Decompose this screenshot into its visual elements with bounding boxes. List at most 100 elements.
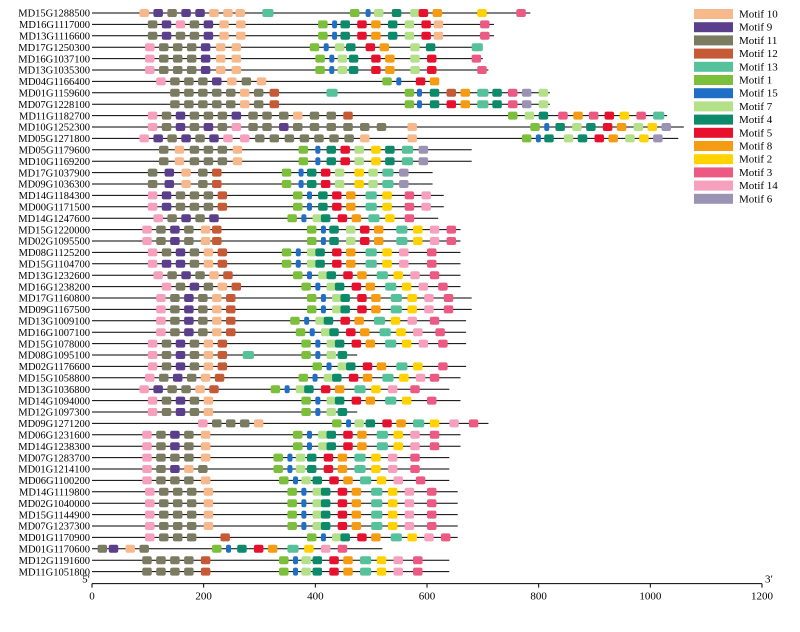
motif-box-13: [379, 328, 391, 337]
motif-box-6: [661, 123, 671, 131]
motif-box-5: [320, 180, 331, 188]
motif-box-14: [145, 499, 155, 508]
motif-box-11: [203, 191, 214, 200]
motif-box-14: [413, 328, 423, 337]
motif-box-8: [376, 362, 387, 371]
motif-box-8: [371, 533, 381, 542]
motif-box-11: [156, 453, 166, 462]
motif-box-12: [217, 259, 228, 268]
motif-box-10: [203, 248, 214, 257]
motif-box-8: [346, 202, 356, 211]
motif-box-4: [332, 373, 342, 382]
motif-box-7: [373, 9, 384, 17]
motif-box-12: [269, 100, 280, 109]
motif-box-3: [507, 88, 518, 97]
motif-box-15: [315, 157, 321, 166]
motif-box-11: [189, 157, 200, 166]
motif-box-9: [153, 9, 163, 17]
motif-box-11: [195, 271, 205, 280]
motif-box-4: [306, 168, 317, 177]
motif-box-13: [653, 111, 665, 120]
motif-box-4: [586, 123, 596, 131]
motif-box-11: [159, 157, 169, 166]
gene-row: MD01G1170900: [19, 533, 458, 544]
motif-box-10: [360, 134, 370, 143]
gene-row: MD01G1170600: [19, 545, 383, 556]
motif-box-8: [351, 522, 362, 530]
motif-box-2: [371, 157, 381, 166]
motif-box-9: [279, 123, 289, 131]
motif-box-4: [306, 180, 317, 188]
motif-box-13: [371, 522, 383, 530]
legend-label: Motif 2: [739, 154, 772, 166]
motif-box-15: [293, 556, 299, 565]
gene-label: MD14G1238300: [18, 442, 90, 453]
motif-box-11: [198, 168, 208, 177]
motif-box-3: [410, 385, 420, 394]
motif-box-7: [538, 100, 549, 109]
motif-box-11: [212, 419, 222, 428]
motif-box-7: [404, 31, 415, 40]
motif-box-3: [480, 31, 490, 40]
motif-box-14: [145, 510, 155, 519]
motif-box-4: [320, 487, 331, 496]
motif-box-15: [323, 43, 329, 52]
gene-label: MD16G1007100: [18, 328, 90, 339]
motif-box-5: [360, 237, 370, 245]
motif-box-14: [147, 351, 158, 359]
motif-box-11: [269, 134, 280, 143]
motif-box-15: [544, 123, 550, 131]
motif-box-11: [159, 533, 169, 542]
motif-box-11: [184, 77, 194, 86]
motif-box-4: [315, 248, 325, 257]
motif-box-15: [315, 282, 321, 291]
motif-box-9: [184, 294, 194, 302]
motif-box-13: [376, 442, 388, 451]
motif-box-10: [239, 100, 250, 109]
motif-box-8: [371, 305, 381, 314]
motif-box-2: [399, 373, 409, 382]
motif-box-11: [198, 100, 208, 109]
x-axis: 5′ 3′ 0 200 400 600 800 1000 1200: [82, 574, 773, 603]
motif-box-11: [184, 442, 194, 451]
motif-box-4: [323, 316, 334, 325]
motif-box-9: [184, 316, 194, 325]
motif-box-14: [142, 465, 152, 473]
x-tick-label: 0: [89, 591, 95, 603]
gene-label: MD06G1231600: [18, 431, 90, 442]
motif-box-12: [212, 225, 222, 234]
gene-label: MD14G1247600: [18, 214, 90, 225]
legend-label: Motif 11: [739, 35, 777, 47]
motif-box-9: [189, 282, 200, 291]
motif-box-7: [354, 419, 364, 428]
motif-box-5: [340, 157, 350, 166]
motif-box-13: [360, 556, 372, 565]
gene-label: MD15G1144900: [19, 510, 90, 521]
motif-box-8: [379, 43, 390, 52]
motif-box-11: [142, 556, 152, 565]
motif-box-5: [340, 145, 350, 154]
motif-box-11: [147, 31, 158, 40]
motif-box-12: [217, 248, 228, 257]
motif-box-14: [139, 134, 149, 143]
motif-box-2: [407, 305, 417, 314]
gene-row: MD12G1097300: [18, 408, 358, 419]
motif-box-10: [203, 396, 214, 405]
motif-box-8: [351, 499, 362, 508]
gene-label: MD15G1288500: [18, 9, 90, 20]
gene-label: MD13G1035300: [18, 66, 90, 77]
legend-swatch: [694, 141, 733, 151]
motif-box-4: [326, 430, 336, 439]
motif-box-14: [142, 453, 152, 462]
motif-box-5: [343, 442, 353, 451]
legend-label: Motif 13: [739, 61, 778, 73]
motif-box-3: [429, 373, 440, 382]
motif-box-14: [223, 134, 233, 143]
motif-box-10: [203, 259, 214, 268]
motif-box-10: [256, 77, 267, 86]
gene-row: MD01G1159600: [19, 89, 550, 100]
motif-box-8: [385, 66, 395, 74]
motif-box-15: [301, 510, 307, 519]
motif-box-12: [220, 533, 230, 542]
